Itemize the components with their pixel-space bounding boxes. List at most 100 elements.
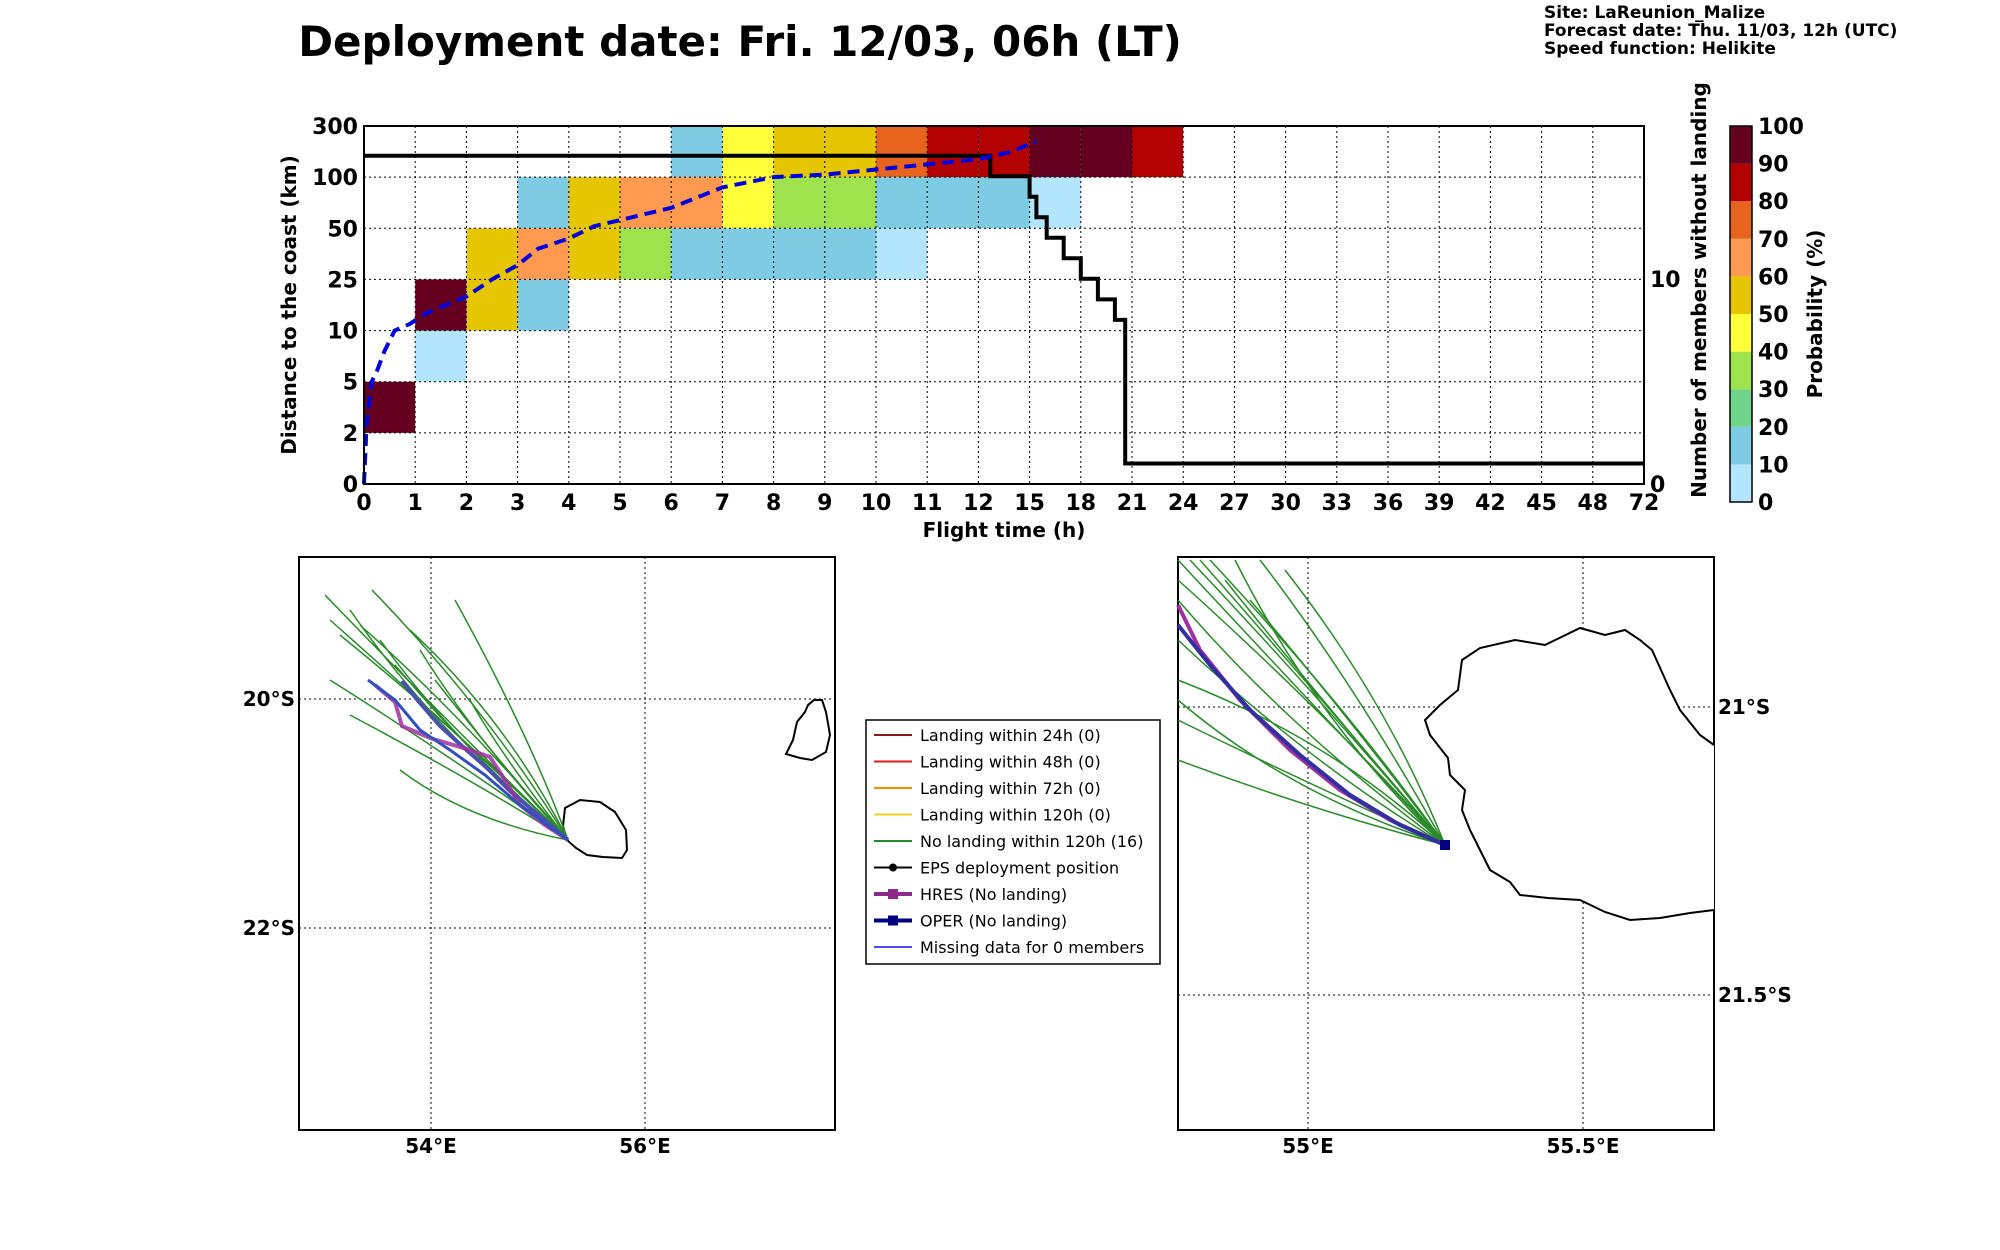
heatmap-cell-1 <box>415 330 467 382</box>
heatmap-cells <box>364 126 1184 433</box>
right-deployment-marker <box>1440 840 1450 850</box>
colorbar-tick-0: 0 <box>1758 491 1773 516</box>
x-tick-42: 42 <box>1475 491 1506 516</box>
heatmap-cell-28 <box>927 126 979 178</box>
heatmap-cell-24 <box>876 228 928 280</box>
colorbar-segment-8 <box>1730 163 1752 202</box>
x-tick-9: 9 <box>817 491 832 516</box>
left-map-lat-22: 22°S <box>243 916 295 940</box>
left-mean-track <box>367 678 569 842</box>
left-map-grid <box>299 557 835 1130</box>
colorbar-tick-100: 100 <box>1758 115 1804 140</box>
heatmap-cell-0 <box>364 381 416 433</box>
left-ensemble-track-12 <box>469 699 569 841</box>
left-map-coastlines <box>561 699 832 860</box>
right-oper-track <box>1176 623 1446 847</box>
x-tick-15: 15 <box>1014 491 1045 516</box>
legend-item-5: EPS deployment position <box>874 859 1119 878</box>
x-tick-7: 7 <box>715 491 730 516</box>
legend-item-3: Landing within 120h (0) <box>874 806 1111 825</box>
y-tick-100: 100 <box>312 166 358 191</box>
x-axis-label: Flight time (h) <box>923 518 1086 542</box>
right-ensemble-track-10 <box>1177 759 1446 846</box>
x-tick-30: 30 <box>1270 491 1301 516</box>
right-ensemble-track-13 <box>1249 599 1446 846</box>
x-tick-4: 4 <box>561 491 576 516</box>
x-tick-72: 72 <box>1629 491 1660 516</box>
heatmap-cell-17 <box>722 126 774 178</box>
right-ensemble-track-4 <box>1259 559 1446 846</box>
left-trajectory-map: 20°S 22°S 54°E 56°E <box>243 556 836 1158</box>
right-ensemble-track-2 <box>1209 559 1446 846</box>
colorbar-segment-3 <box>1730 351 1752 390</box>
heatmap-cell-27 <box>927 177 979 229</box>
speed-function-label: Speed function: Helikite <box>1544 39 1776 59</box>
legend-box <box>865 719 1161 965</box>
right-ensemble-track-8 <box>1177 679 1446 846</box>
legend-item-2: Landing within 72h (0) <box>874 779 1101 798</box>
heatmap-cell-14 <box>671 126 723 178</box>
y2-tick-labels: 0 10 <box>1650 268 1681 498</box>
heatmap-cell-5 <box>517 279 569 331</box>
left-ensemble-track-5 <box>371 589 569 841</box>
y-tick-25: 25 <box>327 268 358 293</box>
legend-item-1: Landing within 48h (0) <box>874 753 1101 772</box>
colorbar-segment-9 <box>1730 126 1752 164</box>
legend-marker-6 <box>888 889 898 899</box>
x-tick-5: 5 <box>612 491 627 516</box>
colorbar-tick-20: 20 <box>1758 416 1789 441</box>
x-tick-36: 36 <box>1373 491 1404 516</box>
heatmap-cell-18 <box>773 228 825 280</box>
heatmap-cell-32 <box>1029 126 1081 178</box>
heatmap-cell-10 <box>620 228 672 280</box>
heatmap-cell-7 <box>517 177 569 229</box>
left-map-lat-20: 20°S <box>243 687 295 711</box>
probability-colorbar: 0 10 20 30 40 50 60 70 80 90 100 <box>1729 115 1804 516</box>
colorbar-segment-2 <box>1730 389 1752 427</box>
x-tick-labels: 0 1 2 3 4 5 6 7 8 9 10 11 12 15 18 21 24 27 30 33 36 39 42 45 48… <box>356 491 1659 516</box>
heatmap-cell-22 <box>824 177 876 229</box>
left-map-lon-56: 56°E <box>619 1134 671 1158</box>
right-ensemble-track-5 <box>1284 569 1446 846</box>
heatmap-cell-12 <box>671 228 723 280</box>
legend-label-0: Landing within 24h (0) <box>920 726 1101 745</box>
legend-item-0: Landing within 24h (0) <box>874 726 1101 745</box>
x-tick-6: 6 <box>664 491 679 516</box>
legend-label-3: Landing within 120h (0) <box>920 806 1111 825</box>
x-tick-3: 3 <box>510 491 525 516</box>
x-tick-21: 21 <box>1117 491 1148 516</box>
colorbar-tick-30: 30 <box>1758 378 1789 403</box>
legend-label-7: OPER (No landing) <box>920 912 1067 931</box>
right-ensemble-tracks <box>1177 559 1446 846</box>
colorbar-segment-1 <box>1730 426 1752 465</box>
heatmap-cell-4 <box>466 228 518 280</box>
heatmap-cell-8 <box>568 228 620 280</box>
legend-item-4: No landing within 120h (16) <box>874 832 1143 851</box>
right-ensemble-track-12 <box>1224 579 1446 846</box>
members-without-landing-line <box>364 153 1644 466</box>
colorbar-tick-60: 60 <box>1758 265 1789 290</box>
mauritius-island-outline <box>784 699 832 762</box>
x-tick-24: 24 <box>1168 491 1199 516</box>
x-tick-33: 33 <box>1321 491 1352 516</box>
colorbar-frame <box>1729 125 1753 503</box>
legend-marker-7 <box>888 915 898 926</box>
heatmap-cell-6 <box>517 228 569 280</box>
colorbar-tick-50: 50 <box>1758 303 1789 328</box>
right-map-lon-55: 55°E <box>1282 1134 1334 1158</box>
colorbar-segment-7 <box>1730 201 1752 239</box>
x-tick-27: 27 <box>1219 491 1250 516</box>
forecast-date-label: Forecast date: Thu. 11/03, 12h (UTC) <box>1544 21 1897 41</box>
heatmap-frame <box>363 125 1645 485</box>
colorbar-segment-4 <box>1730 314 1752 352</box>
heatmap-cell-15 <box>722 228 774 280</box>
x-tick-0: 0 <box>356 491 371 516</box>
right-ensemble-track-14 <box>1177 579 1446 846</box>
y2-axis-label: Number of members without landing <box>1687 82 1711 498</box>
legend-label-4: No landing within 120h (16) <box>920 832 1143 851</box>
x-tick-11: 11 <box>912 491 943 516</box>
left-oper-track <box>400 679 570 842</box>
heatmap-cell-25 <box>876 177 928 229</box>
x-tick-1: 1 <box>408 491 423 516</box>
